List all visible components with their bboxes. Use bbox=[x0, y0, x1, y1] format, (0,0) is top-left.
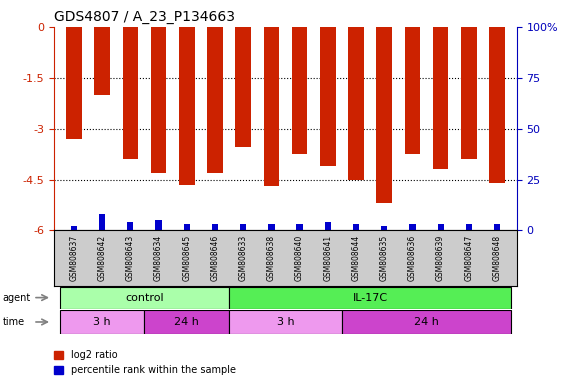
Text: GSM808648: GSM808648 bbox=[493, 235, 501, 281]
Bar bbox=[405, 27, 420, 154]
Bar bbox=[94, 27, 110, 95]
Text: GDS4807 / A_23_P134663: GDS4807 / A_23_P134663 bbox=[54, 10, 235, 23]
Bar bbox=[60, 286, 229, 309]
Bar bbox=[240, 224, 246, 230]
Bar bbox=[123, 27, 138, 159]
Bar bbox=[207, 27, 223, 173]
Text: time: time bbox=[3, 317, 25, 327]
Text: GSM808641: GSM808641 bbox=[323, 235, 332, 281]
Text: GSM808633: GSM808633 bbox=[239, 235, 248, 281]
Bar bbox=[184, 224, 190, 230]
Legend: log2 ratio, percentile rank within the sample: log2 ratio, percentile rank within the s… bbox=[51, 346, 240, 379]
Bar bbox=[144, 310, 229, 334]
Bar bbox=[66, 27, 82, 139]
Bar bbox=[461, 27, 477, 159]
Text: GSM808636: GSM808636 bbox=[408, 235, 417, 281]
Bar bbox=[71, 226, 77, 230]
Bar bbox=[235, 27, 251, 147]
Bar bbox=[325, 222, 331, 230]
Text: 3 h: 3 h bbox=[94, 317, 111, 327]
Text: GSM808643: GSM808643 bbox=[126, 235, 135, 281]
Bar bbox=[296, 224, 303, 230]
Bar bbox=[155, 220, 162, 230]
Bar bbox=[151, 27, 166, 173]
Text: 24 h: 24 h bbox=[174, 317, 199, 327]
Bar bbox=[489, 27, 505, 183]
Bar bbox=[381, 226, 387, 230]
Text: 24 h: 24 h bbox=[414, 317, 439, 327]
Text: GSM808644: GSM808644 bbox=[352, 235, 360, 281]
Bar bbox=[60, 310, 144, 334]
Bar bbox=[320, 27, 336, 166]
Text: GSM808646: GSM808646 bbox=[211, 235, 219, 281]
Bar bbox=[212, 224, 218, 230]
Bar bbox=[342, 310, 511, 334]
Text: GSM808647: GSM808647 bbox=[464, 235, 473, 281]
Text: GSM808640: GSM808640 bbox=[295, 235, 304, 281]
Text: control: control bbox=[125, 293, 164, 303]
Text: 3 h: 3 h bbox=[277, 317, 294, 327]
Bar bbox=[179, 27, 195, 185]
Bar bbox=[264, 27, 279, 186]
Bar bbox=[99, 214, 105, 230]
Text: GSM808637: GSM808637 bbox=[70, 235, 78, 281]
Bar bbox=[353, 224, 359, 230]
Bar bbox=[292, 27, 307, 154]
Text: GSM808638: GSM808638 bbox=[267, 235, 276, 281]
Text: GSM808639: GSM808639 bbox=[436, 235, 445, 281]
Text: GSM808645: GSM808645 bbox=[182, 235, 191, 281]
Text: IL-17C: IL-17C bbox=[352, 293, 388, 303]
Bar bbox=[268, 224, 275, 230]
Text: GSM808635: GSM808635 bbox=[380, 235, 389, 281]
Bar bbox=[437, 224, 444, 230]
Bar bbox=[376, 27, 392, 203]
Bar bbox=[409, 224, 416, 230]
Bar bbox=[466, 224, 472, 230]
Text: GSM808642: GSM808642 bbox=[98, 235, 107, 281]
Bar bbox=[348, 27, 364, 180]
Bar bbox=[494, 224, 500, 230]
Bar bbox=[229, 310, 342, 334]
Bar bbox=[229, 286, 511, 309]
Text: agent: agent bbox=[3, 293, 31, 303]
Bar bbox=[127, 222, 134, 230]
Text: GSM808634: GSM808634 bbox=[154, 235, 163, 281]
Bar bbox=[433, 27, 448, 169]
